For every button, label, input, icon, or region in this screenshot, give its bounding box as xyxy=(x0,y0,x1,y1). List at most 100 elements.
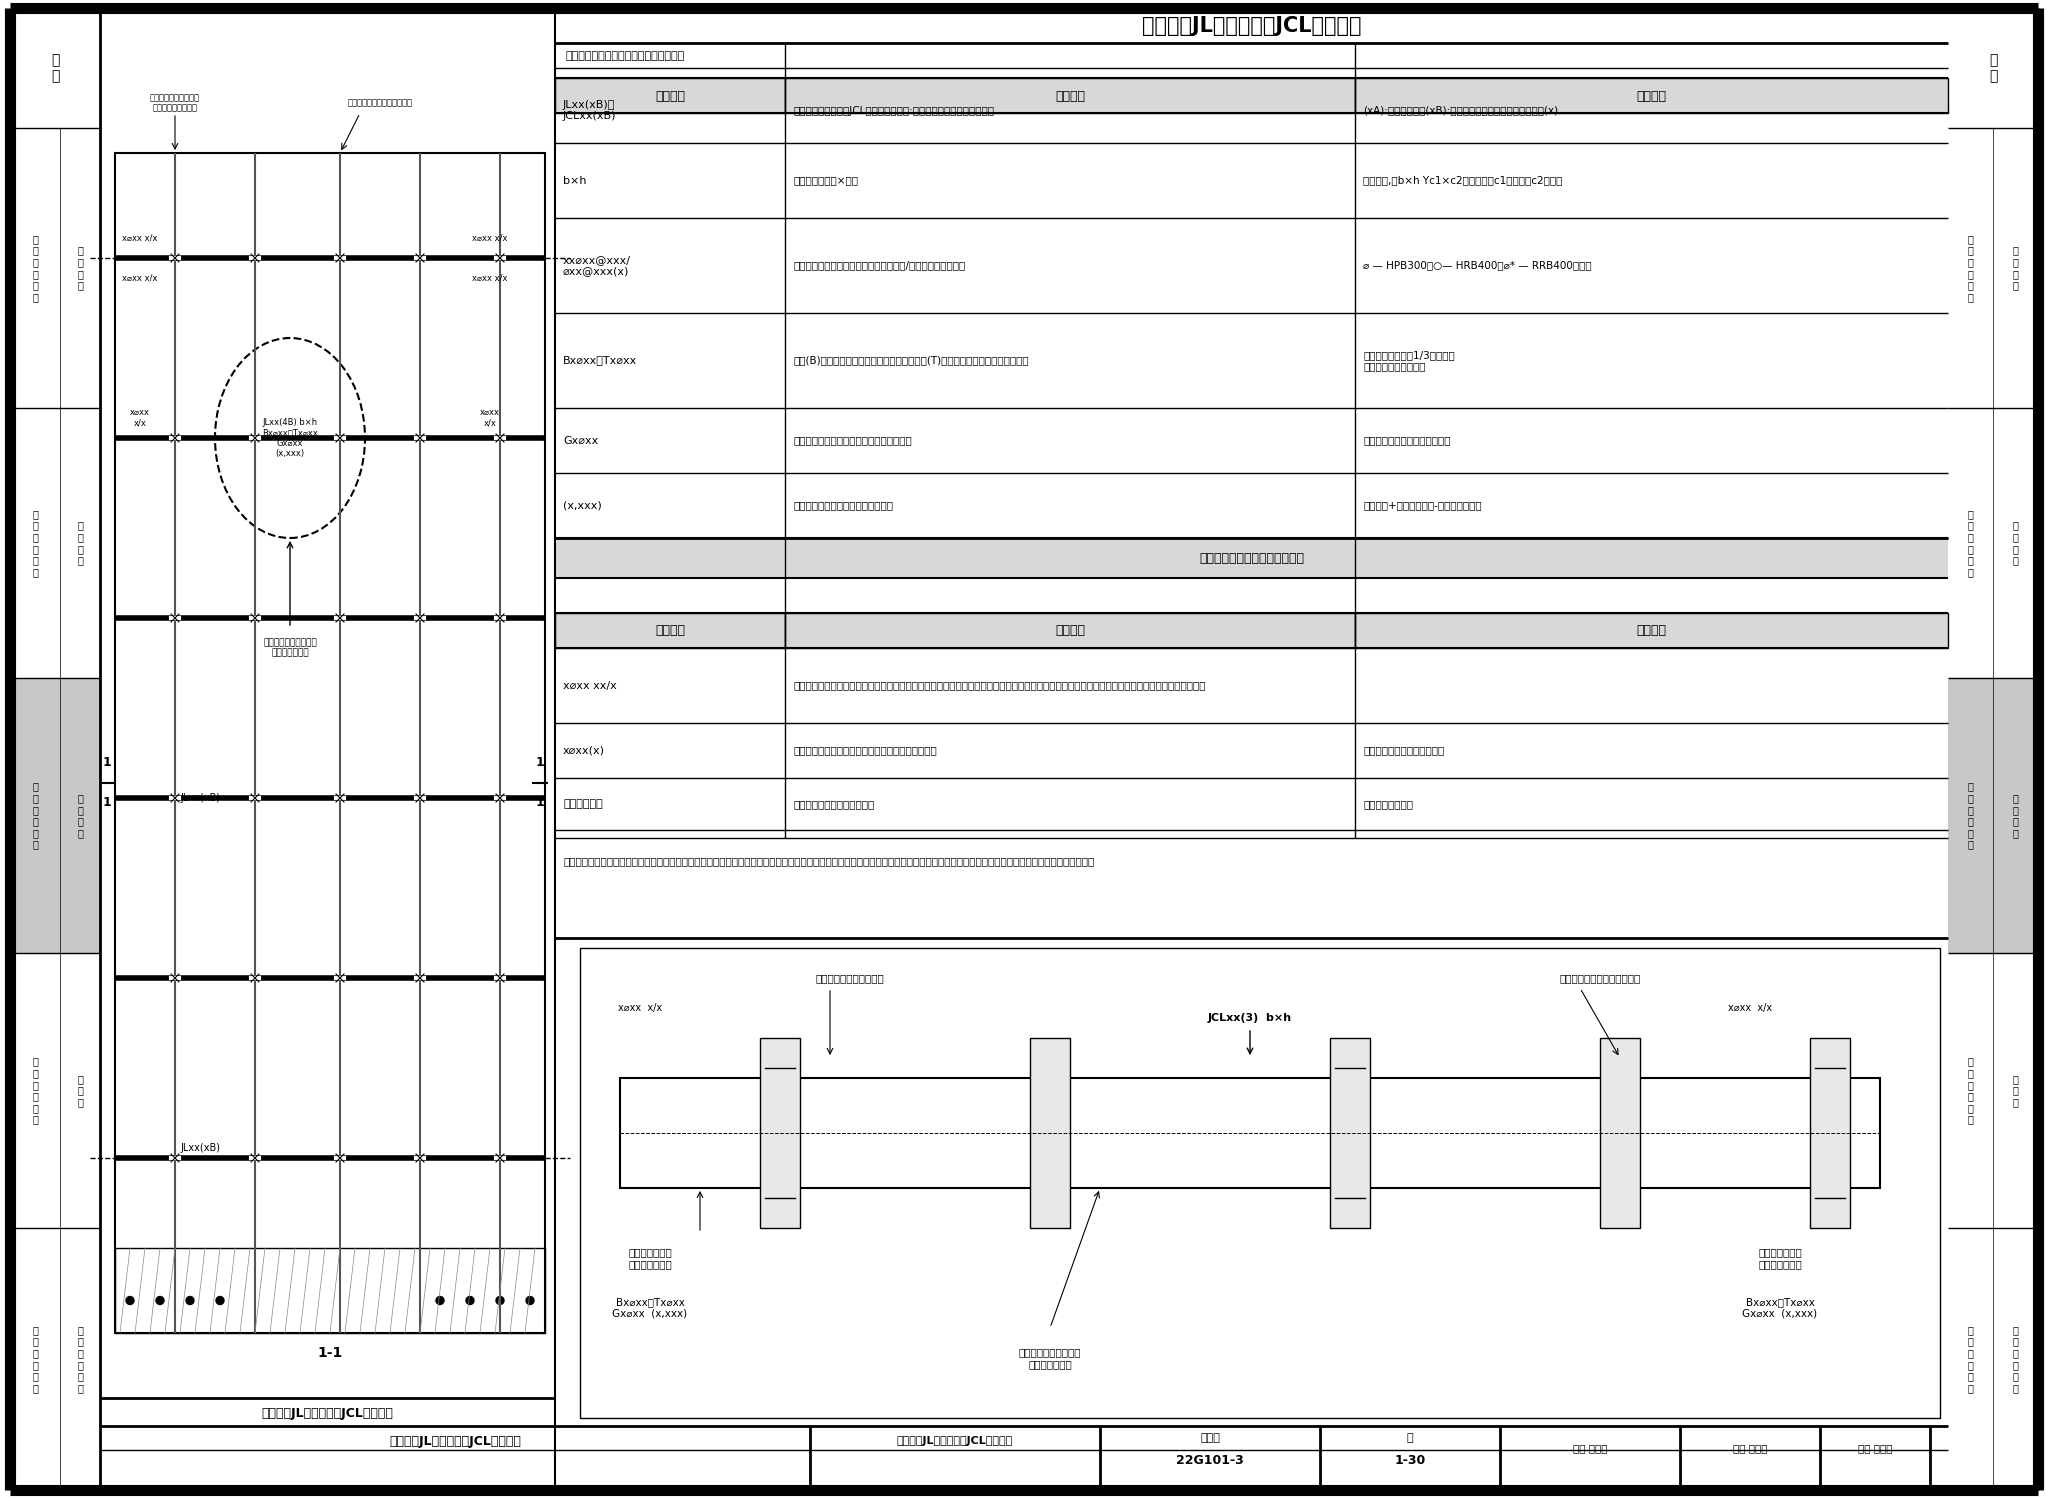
Bar xyxy=(1599,1038,1640,1228)
Text: 独
立
基
础: 独 立 基 础 xyxy=(2013,246,2019,291)
Text: 平
法
制
图
规
则: 平 法 制 图 规 则 xyxy=(33,782,39,849)
Text: 22G101-3: 22G101-3 xyxy=(1176,1453,1243,1467)
Bar xyxy=(784,78,1356,112)
Text: 其他原位标注: 其他原位标注 xyxy=(563,798,602,809)
Text: Bx⌀xx；Tx⌀xx
Gx⌀xx  (x,xxx): Bx⌀xx；Tx⌀xx Gx⌀xx (x,xxx) xyxy=(1743,1297,1817,1318)
Bar xyxy=(1356,78,1948,112)
Text: 梁面相对于板顶基准平板标高的距离: 梁面相对于板顶基准平板标高的距离 xyxy=(793,500,893,511)
Text: 平
法
制
图
规
则: 平 法 制 图 规 则 xyxy=(33,1056,39,1125)
Text: (x,xxx): (x,xxx) xyxy=(563,500,602,511)
Text: 总
则: 总 则 xyxy=(1989,52,1997,82)
Text: 梁侧面纵向构造钢筋根数、强度等级、直径: 梁侧面纵向构造钢筋根数、强度等级、直径 xyxy=(793,436,911,445)
Bar xyxy=(1329,1038,1370,1228)
Text: 附加说明: 附加说明 xyxy=(1636,90,1667,102)
Text: 审核 都银泉: 审核 都银泉 xyxy=(1573,1443,1608,1453)
Text: 平
法
制
图
规
则: 平 法 制 图 规 则 xyxy=(1968,509,1974,577)
Text: 底部(B)贯通纵筋根数、强度等级、直径；顶部(T)贯通纵筋根数、强度等级、直径: 底部(B)贯通纵筋根数、强度等级、直径；顶部(T)贯通纵筋根数、强度等级、直径 xyxy=(793,355,1028,366)
Text: xx⌀xx@xxx/
⌀xx@xxx(x): xx⌀xx@xxx/ ⌀xx@xxx(x) xyxy=(563,255,631,276)
Text: 附加箍筋总数（两侧均分）、强度级别、直径及肢数: 附加箍筋总数（两侧均分）、强度级别、直径及肢数 xyxy=(793,746,936,755)
Text: Bx⌀xx；Tx⌀xx: Bx⌀xx；Tx⌀xx xyxy=(563,355,637,366)
Text: x⌀xx  x/x: x⌀xx x/x xyxy=(618,1004,662,1013)
Text: 平
法
制
图
规
则: 平 法 制 图 规 则 xyxy=(1968,234,1974,303)
Circle shape xyxy=(467,1296,473,1305)
Text: 设计 季增银: 设计 季增银 xyxy=(1858,1443,1892,1453)
Text: 原位标注（外伸部位）
顶部贯通纵筋修正值: 原位标注（外伸部位） 顶部贯通纵筋修正值 xyxy=(150,93,201,112)
Bar xyxy=(10,679,100,953)
Circle shape xyxy=(186,1296,195,1305)
Bar xyxy=(580,948,1939,1419)
Text: 桩
基
础: 桩 基 础 xyxy=(2013,1074,2019,1107)
Bar xyxy=(1810,1038,1849,1228)
Bar xyxy=(555,613,784,649)
Text: 原位标注取值优先: 原位标注取值优先 xyxy=(1364,798,1413,809)
Text: 总
则: 总 则 xyxy=(51,52,59,82)
Text: JLxx(xB)或
JCLxx(xB): JLxx(xB)或 JCLxx(xB) xyxy=(563,100,616,121)
Text: 平
法
制
图
规
则: 平 法 制 图 规 则 xyxy=(1968,1326,1974,1393)
Text: Bx⌀xx；Tx⌀xx
Gx⌀xx  (x,xxx): Bx⌀xx；Tx⌀xx Gx⌀xx (x,xxx) xyxy=(612,1297,688,1318)
Text: 底部纵筋（含贯
通筋）原位标注: 底部纵筋（含贯 通筋）原位标注 xyxy=(629,1248,672,1269)
Text: x⌀xx
x/x: x⌀xx x/x xyxy=(479,409,500,428)
Text: 注：平面注写时，相同的基础主梁或次梁只需注一根，其他仅注梁号，有关标注的其他规定见制图规则。在基础梁相交处位于同一层面的纵筋相交时，设计应注明何种纵筋在下，何种: 注：平面注写时，相同的基础主梁或次梁只需注一根，其他仅注梁号，有关标注的其他规定… xyxy=(563,855,1094,866)
Bar xyxy=(1356,613,1948,649)
Bar xyxy=(115,1248,545,1333)
Text: x⌀xx(x): x⌀xx(x) xyxy=(563,746,604,755)
Circle shape xyxy=(526,1296,535,1305)
Text: 基础主梁JL与基础次梁JCL标注图示: 基础主梁JL与基础次梁JCL标注图示 xyxy=(262,1408,393,1420)
Text: 图集号: 图集号 xyxy=(1200,1434,1221,1443)
Text: Gx⌀xx: Gx⌀xx xyxy=(563,436,598,445)
Text: 基础主梁JL与基础次梁JCL标注图示: 基础主梁JL与基础次梁JCL标注图示 xyxy=(389,1435,520,1447)
Text: 平
法
制
图
规
则: 平 法 制 图 规 则 xyxy=(33,509,39,577)
Text: 截面尺寸，梁宽×梁高: 截面尺寸，梁宽×梁高 xyxy=(793,175,858,186)
Text: 表达内容: 表达内容 xyxy=(1055,90,1085,102)
Text: x⌀xx  x/x: x⌀xx x/x xyxy=(1729,1004,1772,1013)
Text: 1-30: 1-30 xyxy=(1395,1453,1425,1467)
Circle shape xyxy=(127,1296,133,1305)
Text: x⌀xx x/x: x⌀xx x/x xyxy=(473,274,508,283)
Circle shape xyxy=(215,1296,223,1305)
Text: 原位标注顶部贯通纵筋修正值: 原位标注顶部贯通纵筋修正值 xyxy=(348,99,412,108)
Text: 平
法
制
图
规
则: 平 法 制 图 规 则 xyxy=(33,234,39,303)
Text: 注写形式: 注写形式 xyxy=(655,90,684,102)
Text: 底部纵筋应不少于1/3贯通全跨
顶部纵筋整合全部连通: 底部纵筋应不少于1/3贯通全跨 顶部纵筋整合全部连通 xyxy=(1364,349,1454,372)
Text: 基础主梁JL与基础次梁JCL标注图示: 基础主梁JL与基础次梁JCL标注图示 xyxy=(897,1437,1014,1446)
Text: JLxx(xB): JLxx(xB) xyxy=(180,1143,219,1153)
Text: 基础主梁JL与基础次梁JCL标注说明: 基础主梁JL与基础次梁JCL标注说明 xyxy=(1141,16,1362,36)
Text: 平
法
制
图
规
则: 平 法 制 图 规 则 xyxy=(1968,1056,1974,1125)
Bar xyxy=(115,153,545,1333)
Text: JLxx(4B) b×h
Bx⌀xx；Tx⌀xx
Gx⌀xx
(x,xxx): JLxx(4B) b×h Bx⌀xx；Tx⌀xx Gx⌀xx (x,xxx) xyxy=(262,418,317,458)
Text: 集中标注说明：集中标注应在第一跨引出: 集中标注说明：集中标注应在第一跨引出 xyxy=(565,51,684,61)
Text: 附加箍筋（基础主梁上）: 附加箍筋（基础主梁上） xyxy=(815,974,885,983)
Bar xyxy=(621,1079,1880,1188)
Text: 底部纵筋（含贯
通筋）原位标注: 底部纵筋（含贯 通筋）原位标注 xyxy=(1757,1248,1802,1269)
Text: 1: 1 xyxy=(537,756,545,770)
Circle shape xyxy=(496,1296,504,1305)
Text: x⌀xx xx/x: x⌀xx xx/x xyxy=(563,680,616,691)
Text: 筏
形
基
础: 筏 形 基 础 xyxy=(78,792,82,837)
Text: 1: 1 xyxy=(537,797,545,809)
Text: 独
立
基
础: 独 立 基 础 xyxy=(78,246,82,291)
Bar xyxy=(1948,679,2038,953)
Text: 集中标注（在基础主梁
的第一跨引出）: 集中标注（在基础主梁 的第一跨引出） xyxy=(262,638,317,658)
Text: 原位标注（含贯通筋）的说明：: 原位标注（含贯通筋）的说明： xyxy=(1198,551,1305,565)
Text: 平
法
制
图
规
则: 平 法 制 图 规 则 xyxy=(33,1326,39,1393)
Text: 平
法
制
图
规
则: 平 法 制 图 规 则 xyxy=(1968,782,1974,849)
Text: 基
础
相
关
构
造: 基 础 相 关 构 造 xyxy=(2013,1326,2019,1393)
Bar xyxy=(784,613,1356,649)
Text: 集中标注（在基础次梁
的第一跨引出）: 集中标注（在基础次梁 的第一跨引出） xyxy=(1018,1347,1081,1369)
Bar xyxy=(555,538,1948,578)
Text: JLxx(xB): JLxx(xB) xyxy=(180,792,219,803)
Text: (xA):一端有外伸；(xB):两端均有外伸；无外伸则仅注跨数(x): (xA):一端有外伸；(xB):两端均有外伸；无外伸则仅注跨数(x) xyxy=(1364,105,1559,115)
Text: 表达内容: 表达内容 xyxy=(1055,625,1085,638)
Text: 条
形
基
础: 条 形 基 础 xyxy=(2013,521,2019,565)
Text: 1: 1 xyxy=(102,756,111,770)
Text: 筏
形
基
础: 筏 形 基 础 xyxy=(2013,792,2019,837)
Text: 附加说明: 附加说明 xyxy=(1636,625,1667,638)
Text: 高者前加+号，低者前加-号，无高差不注: 高者前加+号，低者前加-号，无高差不注 xyxy=(1364,500,1481,511)
Text: 1-1: 1-1 xyxy=(317,1347,342,1360)
Bar xyxy=(760,1038,801,1228)
Text: 注写形式: 注写形式 xyxy=(655,625,684,638)
Text: x⌀xx x/x: x⌀xx x/x xyxy=(473,234,508,243)
Text: 为梁两个侧面构造纵筋的总根数: 为梁两个侧面构造纵筋的总根数 xyxy=(1364,436,1450,445)
Text: 页: 页 xyxy=(1407,1434,1413,1443)
Text: x⌀xx x/x: x⌀xx x/x xyxy=(123,234,158,243)
